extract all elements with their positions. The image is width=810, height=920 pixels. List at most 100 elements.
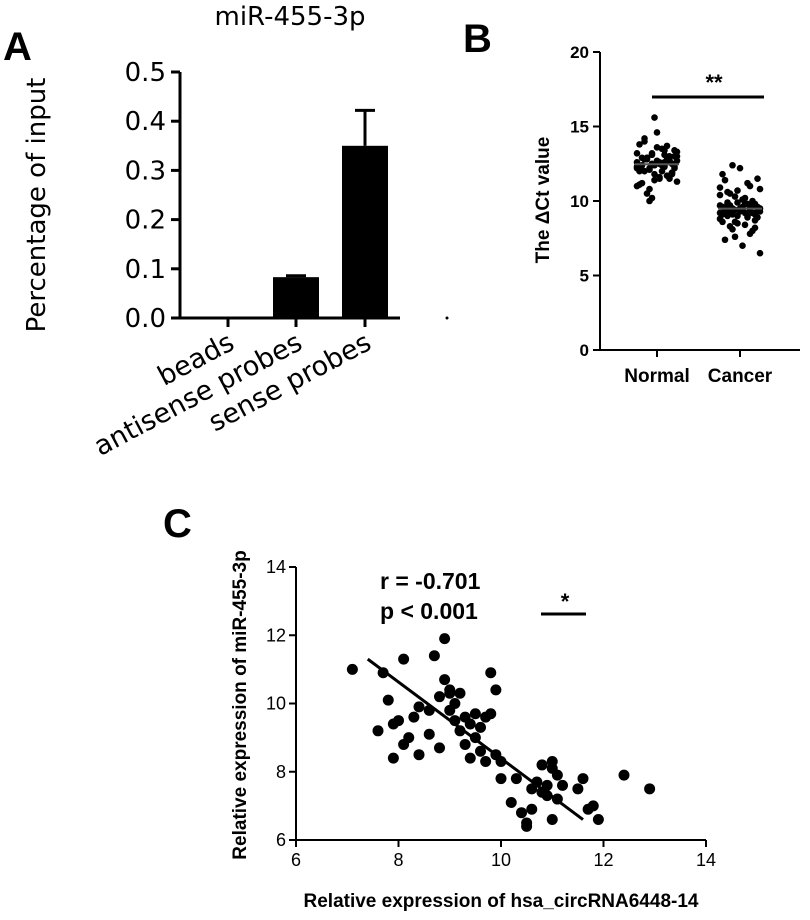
chart-b-point [656, 173, 663, 181]
chart-a-y-tick-label: 0.2 [125, 206, 166, 236]
chart-b-point [661, 147, 668, 154]
chart-b-point [653, 157, 661, 165]
chart-c-significance-label: * [561, 589, 570, 614]
chart-b-point [636, 141, 643, 148]
chart-a-bar [342, 145, 388, 318]
chart-b-point [734, 220, 741, 227]
chart-c-point [459, 738, 471, 750]
chart-b-point [666, 175, 673, 182]
chart-c-point [413, 749, 425, 761]
chart-b-point [729, 161, 736, 169]
chart-b-point [716, 202, 724, 209]
chart-c-point [434, 691, 445, 703]
panel-label-c: C [163, 502, 192, 546]
chart-b-point [726, 223, 734, 230]
chart-b-point [734, 199, 741, 206]
chart-c-point [490, 684, 502, 696]
chart-a-y-tick-label: 0.5 [125, 58, 166, 88]
chart-c-regression-line [366, 657, 584, 821]
chart-c-y-tick-label: 12 [266, 625, 286, 645]
chart-c-annotation-r: r = -0.701 [380, 568, 481, 594]
chart-b-point [646, 197, 653, 205]
chart-b-point [653, 129, 661, 136]
chart-c-y-tick-label: 8 [276, 762, 286, 782]
chart-c-point [413, 701, 425, 713]
chart-b-point [721, 176, 729, 184]
panel-label-b: B [463, 17, 492, 61]
chart-b-point [749, 209, 756, 217]
chart-c-x-tick-label: 14 [696, 850, 716, 870]
chart-b-point [633, 150, 641, 157]
chart-b-point [719, 211, 726, 218]
chart-b-point [724, 206, 731, 214]
chart-b-point [651, 170, 658, 178]
panel-b-scatter-chart: The ΔCt value 0 5 10 15 20 ** Normal Cancer [533, 43, 800, 387]
chart-c-point [469, 708, 481, 720]
chart-c-y-tick-label: 6 [276, 830, 286, 850]
chart-c-x-tick-label: 10 [491, 850, 511, 870]
chart-c-point [428, 650, 440, 662]
chart-b-y-tick-label: 10 [570, 192, 589, 211]
chart-a-y-label: Percentage of input [22, 78, 52, 333]
chart-c-point [577, 773, 589, 785]
chart-c-point [536, 759, 548, 771]
chart-c-point [346, 663, 358, 675]
chart-c-point [541, 779, 553, 791]
chart-b-point [744, 200, 751, 208]
chart-c-point [510, 773, 522, 785]
chart-b-y-tick-label: 5 [580, 267, 589, 286]
chart-c-point [572, 783, 584, 795]
chart-b-point [751, 224, 759, 232]
chart-c-point [387, 718, 399, 730]
chart-c-y-label: Relative expression of miR-455-3p [230, 550, 251, 859]
chart-b-point [648, 150, 656, 157]
panel-label-a: A [3, 25, 32, 69]
chart-b-point [751, 200, 759, 208]
chart-c-point [382, 694, 394, 706]
chart-b-point [668, 169, 676, 176]
chart-c-y-tick-label: 10 [266, 694, 286, 714]
chart-b-point [643, 190, 651, 197]
chart-b-point [754, 175, 761, 182]
chart-b-y-tick-label: 20 [570, 43, 589, 62]
chart-b-point [673, 178, 681, 185]
chart-b-point [739, 242, 746, 249]
chart-b-point [638, 154, 646, 162]
chart-b-point [741, 194, 749, 202]
chart-b-y-label: The ΔCt value [533, 137, 554, 264]
chart-c-point [505, 796, 517, 808]
chart-c-point [546, 762, 558, 774]
chart-c-y-tick-label: 14 [266, 557, 286, 577]
chart-c-point [444, 684, 456, 696]
chart-b-category-label: Normal [624, 366, 689, 387]
chart-b-point [756, 249, 764, 257]
chart-c-point [485, 708, 497, 720]
chart-b-point [719, 170, 726, 178]
chart-b-point [741, 221, 749, 229]
panel-a-bar-chart: miR-455-3p Percentage of input 0.0 0.1 0.2… [22, 2, 449, 463]
chart-b-point [646, 164, 653, 172]
chart-c-point [587, 800, 599, 812]
chart-c-point [434, 742, 445, 754]
chart-c-point [464, 752, 476, 764]
chart-b-point [746, 182, 754, 190]
chart-c-annotation-p: p < 0.001 [380, 598, 478, 624]
chart-b-category-label: Cancer [708, 366, 773, 387]
chart-a-bar [273, 277, 319, 318]
chart-c-point [480, 756, 492, 768]
chart-c-x-tick-label: 6 [291, 850, 301, 870]
chart-b-point [673, 153, 681, 160]
chart-b-point [719, 218, 726, 226]
chart-b-point [716, 184, 724, 191]
chart-a-y-tick-label: 0.0 [125, 304, 166, 334]
chart-b-point [736, 208, 744, 215]
chart-c-point [439, 674, 451, 686]
chart-c-point [454, 725, 466, 737]
chart-b-point [741, 209, 749, 217]
chart-b-point [724, 188, 731, 196]
chart-b-point [729, 211, 736, 218]
chart-a-title: miR-455-3p [215, 2, 366, 32]
chart-c-point [475, 721, 486, 733]
chart-c-point [644, 783, 656, 795]
chart-b-point [731, 233, 739, 241]
